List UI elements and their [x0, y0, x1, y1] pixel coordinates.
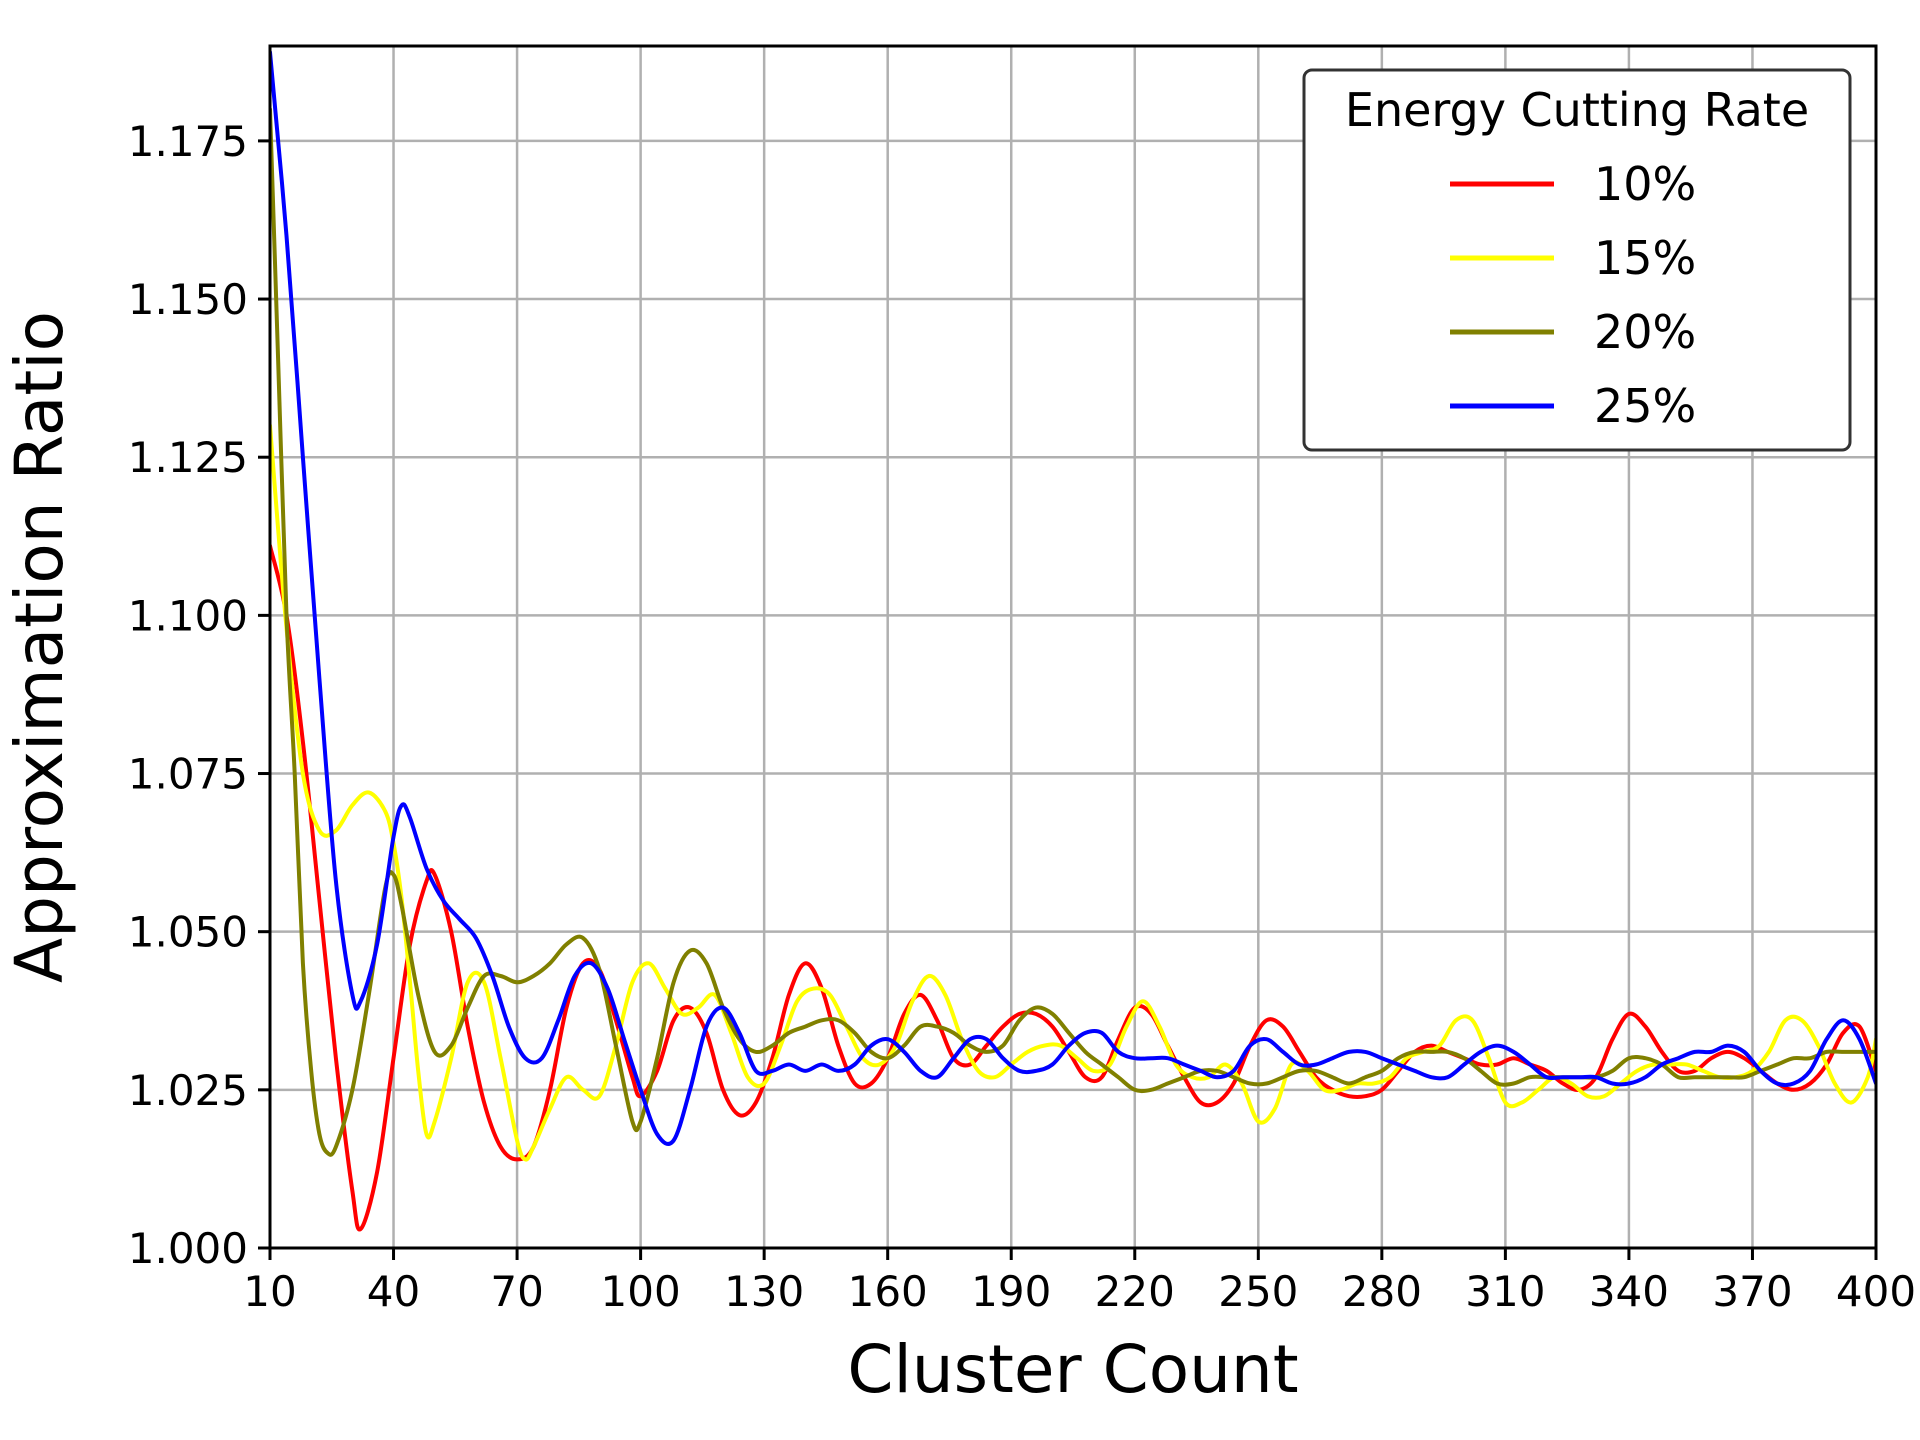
x-tick-label: 10	[243, 1267, 296, 1316]
x-tick-label: 100	[601, 1267, 681, 1316]
x-tick-label: 400	[1836, 1267, 1916, 1316]
y-tick-label: 1.175	[128, 117, 248, 166]
legend-entries: 10% 15% 20% 25%	[1450, 157, 1696, 433]
legend-label: 10%	[1594, 157, 1696, 211]
axis-ticks: 10 40 70 100 130 160 190 220 250 280 310 340 370 400 1…	[128, 117, 1916, 1316]
y-tick-label: 1.050	[128, 908, 248, 957]
x-tick-label: 370	[1712, 1267, 1792, 1316]
x-tick-label: 130	[724, 1267, 804, 1316]
legend: Energy Cutting Rate 10% 15% 20% 25%	[1302, 68, 1852, 452]
y-tick-label: 1.100	[128, 591, 248, 640]
x-tick-label: 280	[1342, 1267, 1422, 1316]
legend-label: 15%	[1594, 231, 1696, 285]
y-tick-label: 1.000	[128, 1224, 248, 1273]
y-tick-label: 1.075	[128, 750, 248, 799]
legend-title: Energy Cutting Rate	[1345, 83, 1809, 137]
x-tick-label: 190	[971, 1267, 1051, 1316]
plot-frame	[268, 44, 1878, 1250]
plot-series	[270, 50, 1876, 1232]
x-tick-label: 70	[490, 1267, 543, 1316]
legend-box	[1302, 68, 1852, 452]
legend-label: 25%	[1594, 379, 1696, 433]
x-tick-label: 40	[367, 1267, 420, 1316]
y-axis-title: Approximation Ratio	[1, 311, 78, 983]
legend-label: 20%	[1594, 305, 1696, 359]
x-tick-label: 220	[1095, 1267, 1175, 1316]
series-line-25pct	[270, 50, 1876, 1146]
y-tick-label: 1.025	[128, 1066, 248, 1115]
x-tick-label: 160	[848, 1267, 928, 1316]
y-tick-label: 1.125	[128, 433, 248, 482]
x-tick-label: 250	[1218, 1267, 1298, 1316]
x-axis-title: Cluster Count	[847, 1331, 1298, 1408]
y-tick-label: 1.150	[128, 275, 248, 324]
x-tick-label: 310	[1465, 1267, 1545, 1316]
series-line-10pct	[270, 543, 1876, 1232]
series-line-15pct	[270, 423, 1876, 1162]
x-tick-label: 340	[1589, 1267, 1669, 1316]
